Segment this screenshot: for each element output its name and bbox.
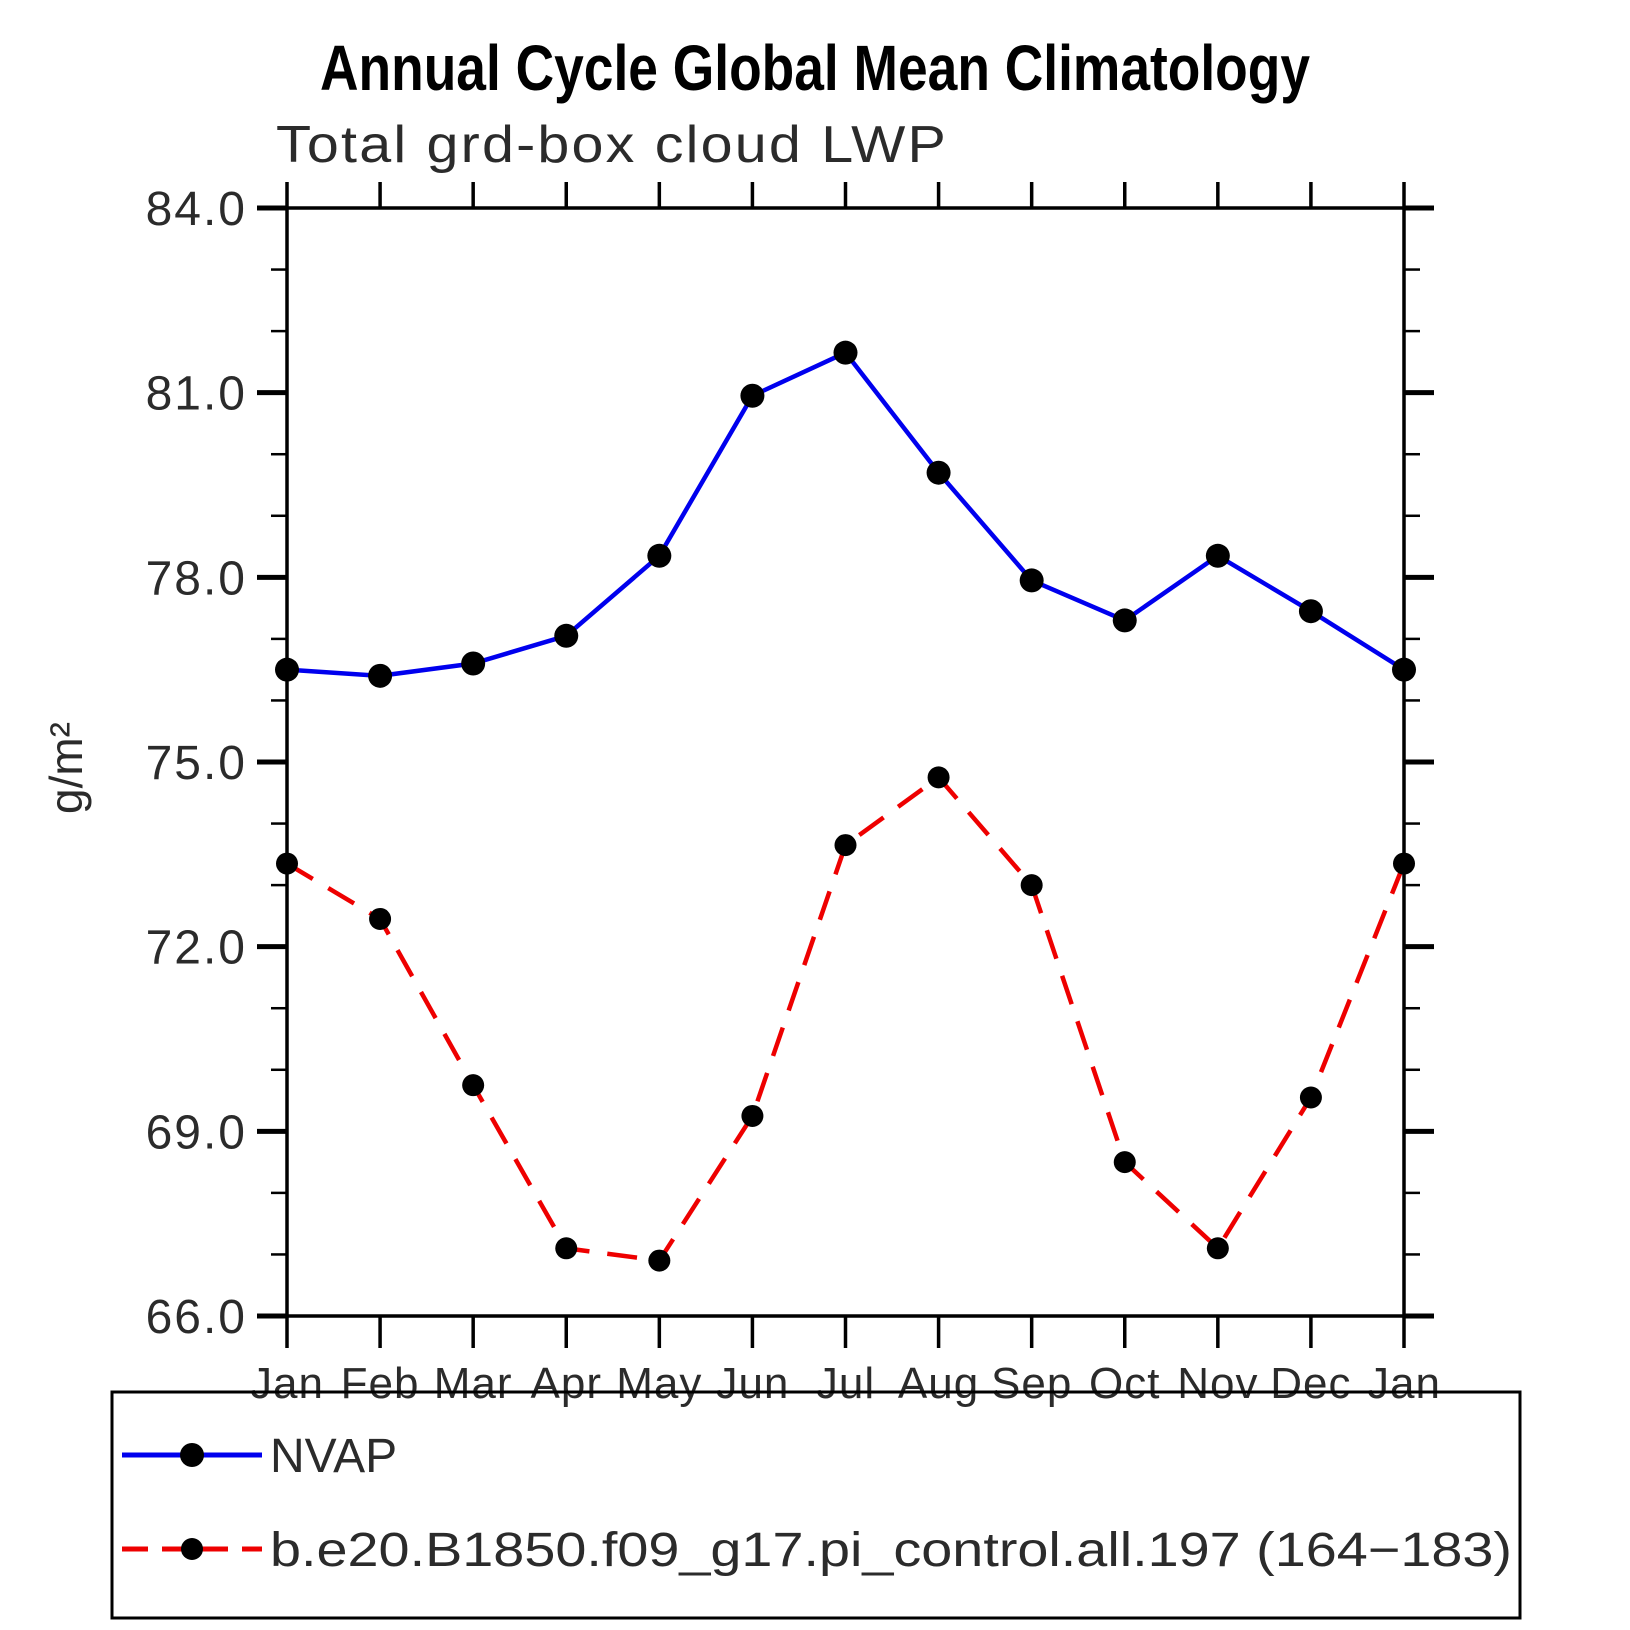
model-point-8: [1020, 874, 1043, 897]
x-tick-label-aug-7: Aug: [898, 1359, 979, 1408]
nvap-point-4: [647, 543, 672, 568]
x-tick-label-jan-0: Jan: [250, 1359, 324, 1408]
model-point-3: [555, 1237, 578, 1260]
x-tick-label-dec-11: Dec: [1270, 1359, 1351, 1408]
legend: NVAP b.e20.B1850.f09_g17.pi_control.all.…: [110, 1390, 1522, 1620]
model-point-2: [462, 1074, 485, 1097]
x-tick-label-jul-6: Jul: [816, 1359, 875, 1408]
model-point-10: [1206, 1237, 1229, 1260]
nvap-point-2: [461, 651, 486, 676]
y-tick-label: 78.0: [146, 552, 247, 605]
model-point-11: [1299, 1086, 1322, 1109]
model-point-9: [1113, 1151, 1136, 1174]
nvap-point-11: [1298, 599, 1323, 624]
legend-entry-model: b.e20.B1850.f09_g17.pi_control.all.197 (…: [122, 1524, 1512, 1577]
model-point-7: [927, 766, 950, 789]
x-tick-label-oct-9: Oct: [1089, 1359, 1160, 1408]
x-tick-label-sep-8: Sep: [991, 1359, 1072, 1408]
legend-label-nvap: NVAP: [270, 1430, 397, 1483]
model-point-6: [834, 834, 857, 857]
x-tick-label-jan-12: Jan: [1367, 1359, 1441, 1408]
y-tick-label: 81.0: [146, 368, 247, 421]
legend-marker-model: [181, 1538, 203, 1560]
nvap-point-6: [833, 340, 858, 365]
nvap-point-0: [275, 657, 299, 682]
chart-subtitle: Total grd-box cloud LWP: [276, 116, 948, 174]
model-point-5: [741, 1104, 764, 1127]
legend-box: [110, 1390, 1522, 1620]
nvap-point-1: [368, 663, 393, 688]
y-tick-label: 75.0: [146, 737, 247, 790]
x-tick-label-jun-5: Jun: [715, 1359, 789, 1408]
x-tick-label-feb-1: Feb: [341, 1359, 420, 1408]
x-tick-label-nov-10: Nov: [1177, 1359, 1258, 1408]
model-point-12: [1393, 852, 1415, 875]
x-tick-label-may-4: May: [616, 1359, 702, 1408]
nvap-point-5: [740, 383, 765, 408]
nvap-point-3: [554, 623, 579, 648]
nvap-point-7: [926, 460, 951, 485]
chart-title: Annual Cycle Global Mean Climatology: [320, 32, 1310, 104]
model-point-4: [648, 1249, 671, 1272]
nvap-point-8: [1019, 568, 1044, 593]
y-tick-label: 84.0: [146, 183, 247, 236]
plot-frame: [285, 206, 1406, 1318]
nvap-point-10: [1205, 543, 1230, 568]
y-axis-label: g/m²: [40, 722, 92, 814]
x-tick-label-mar-2: Mar: [434, 1359, 513, 1408]
legend-label-model: b.e20.B1850.f09_g17.pi_control.all.197 (…: [270, 1524, 1512, 1577]
model-point-1: [369, 907, 392, 930]
y-tick-label: 69.0: [146, 1106, 247, 1159]
series-line-nvap: [286, 349, 1406, 679]
y-tick-label: 66.0: [146, 1291, 247, 1344]
legend-marker-nvap: [180, 1443, 204, 1467]
model-point-0: [276, 852, 298, 875]
nvap-point-9: [1112, 608, 1137, 633]
x-tick-label-apr-3: Apr: [531, 1359, 602, 1408]
legend-entry-nvap: NVAP: [122, 1430, 397, 1483]
nvap-point-12: [1392, 657, 1416, 682]
y-tick-label: 72.0: [146, 922, 247, 975]
